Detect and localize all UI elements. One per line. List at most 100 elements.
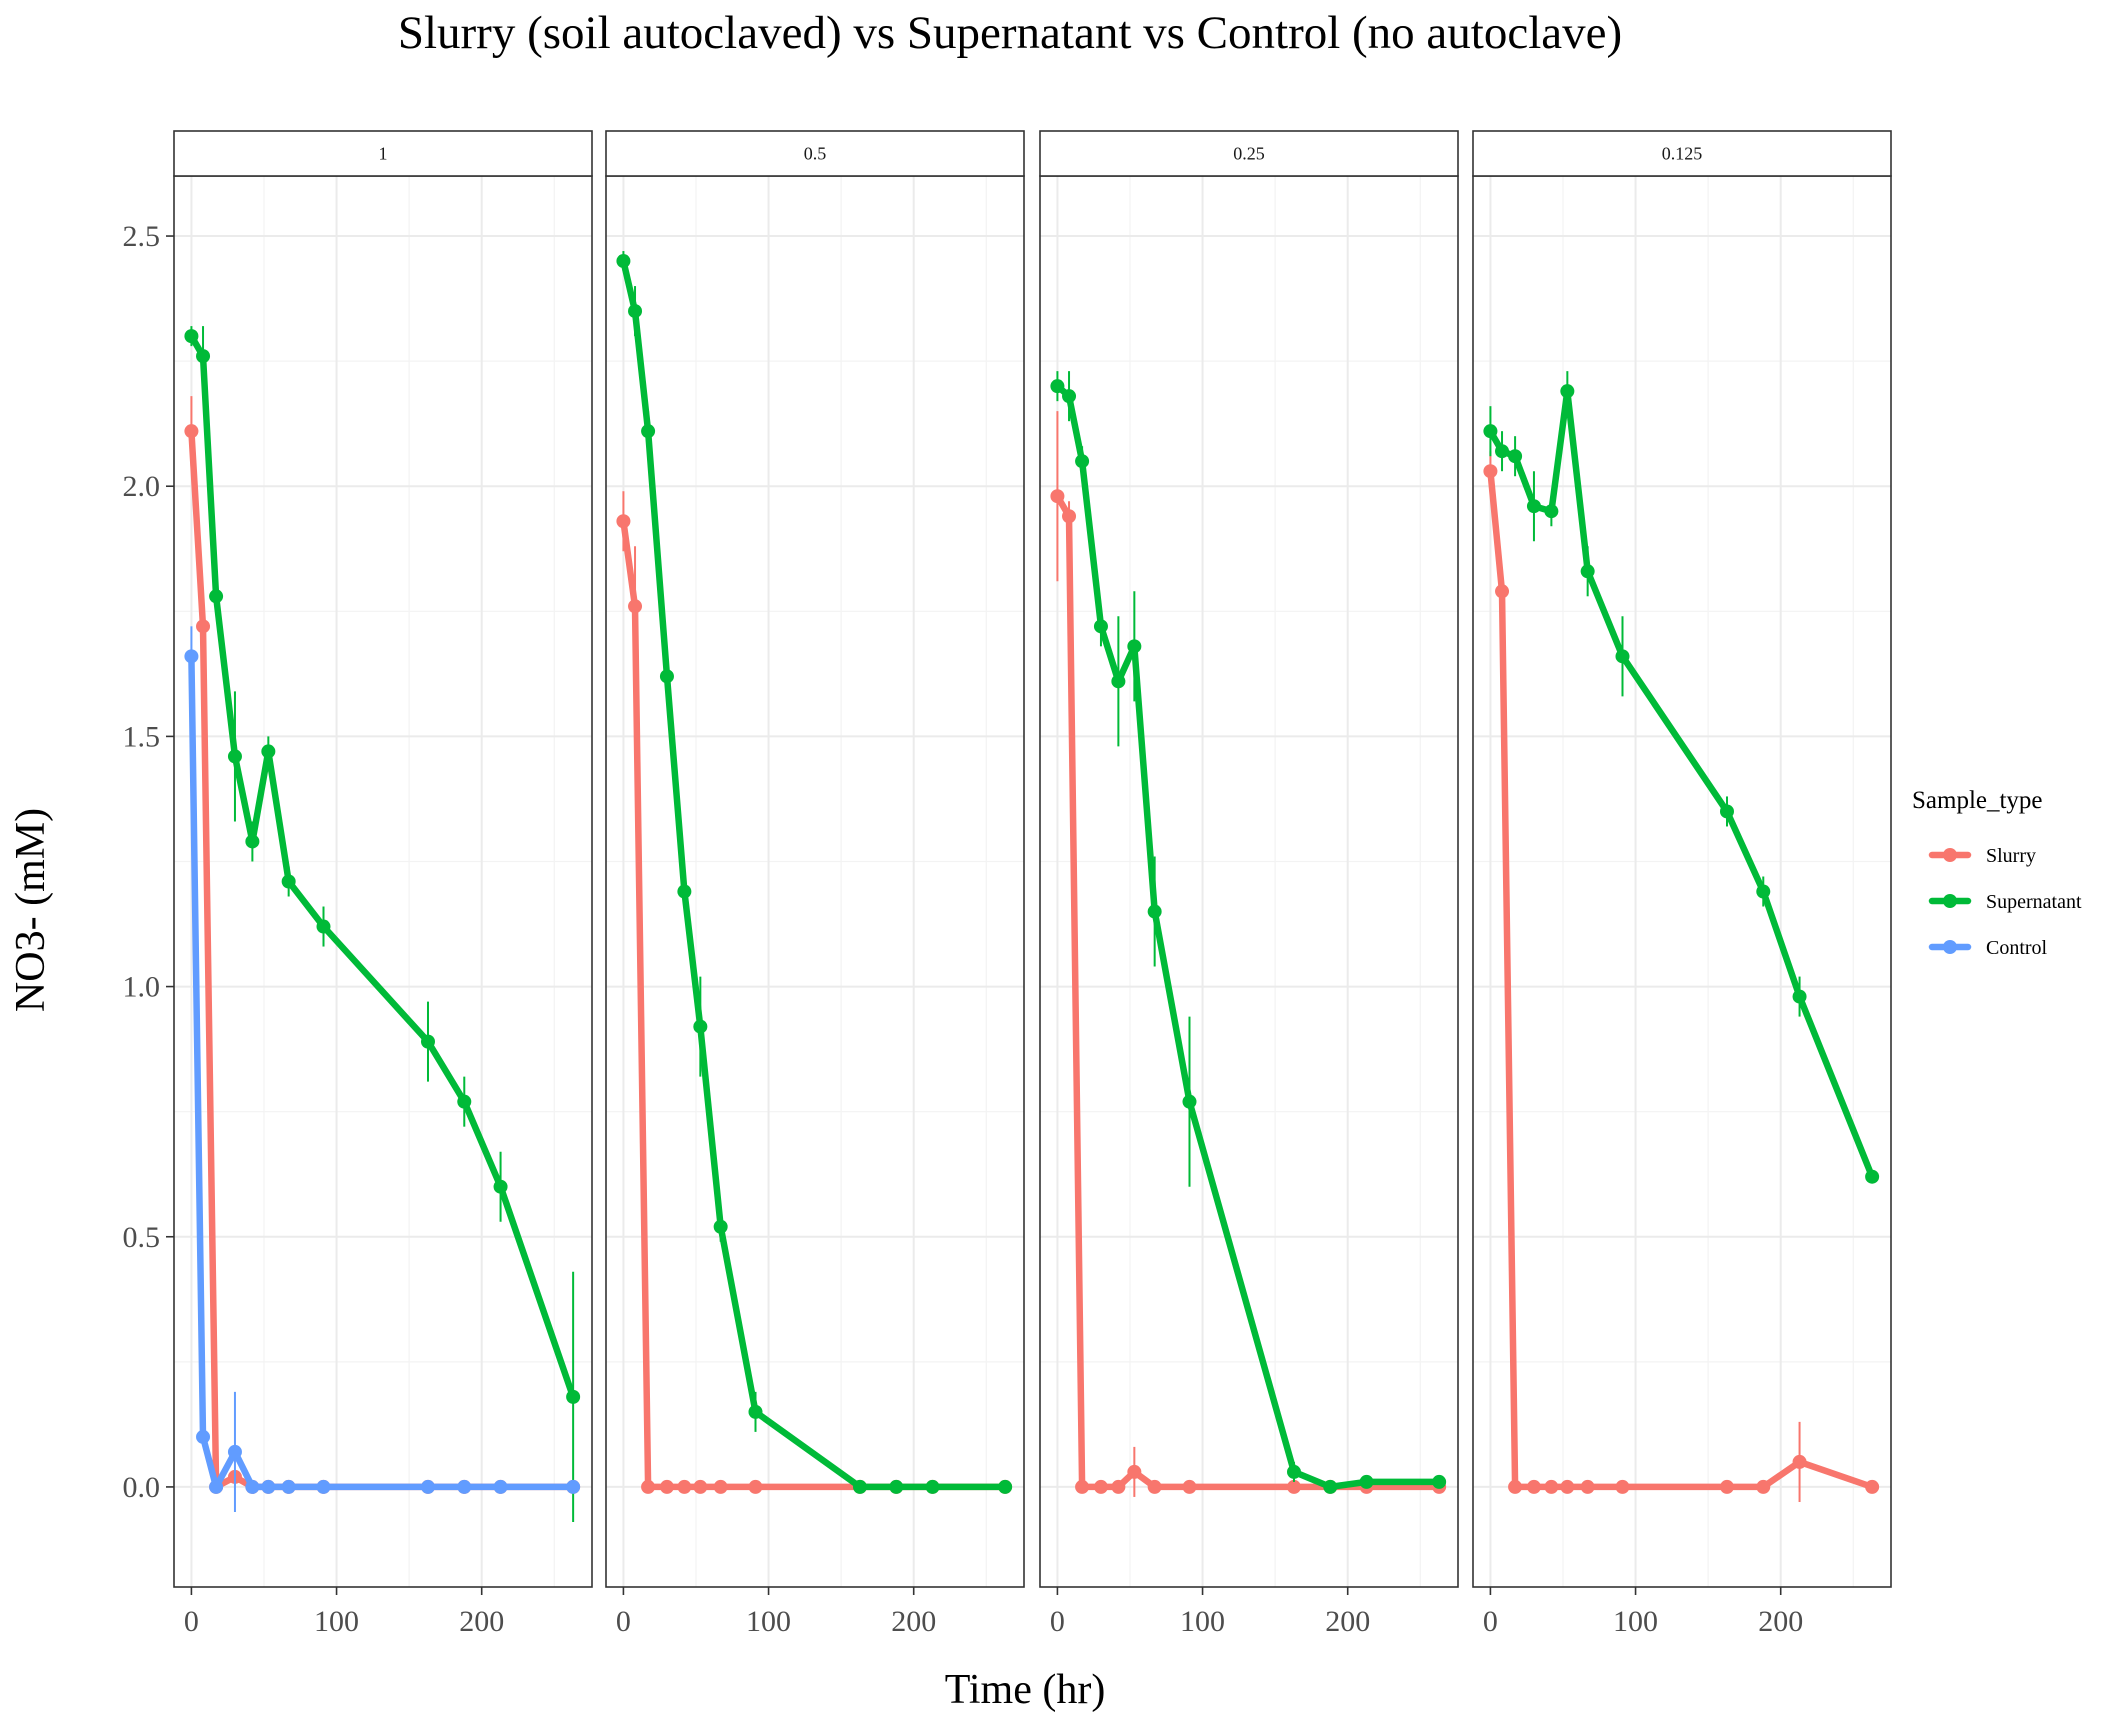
data-point	[566, 1479, 581, 1494]
data-point	[628, 599, 643, 614]
series-slurry	[1483, 451, 1880, 1502]
data-point	[1580, 564, 1595, 579]
y-axis-title: NO3- (mM)	[8, 808, 54, 1012]
data-point	[566, 1389, 581, 1404]
x-tick-label: 0	[1050, 1605, 1065, 1638]
legend-entry-supernatant: Supernatant	[1928, 891, 2082, 913]
data-point	[245, 834, 260, 849]
data-point	[1483, 424, 1498, 439]
data-point	[1495, 584, 1510, 599]
x-tick-label: 200	[459, 1605, 504, 1638]
data-point	[1075, 454, 1090, 469]
data-point	[998, 1479, 1013, 1494]
data-point	[196, 619, 211, 634]
data-point	[420, 1479, 435, 1494]
data-point	[1286, 1464, 1301, 1479]
data-point	[281, 1479, 296, 1494]
data-point	[1093, 619, 1108, 634]
data-point	[1286, 1479, 1301, 1494]
x-tick-label: 100	[1613, 1605, 1658, 1638]
facet-strip-label: 0.5	[804, 144, 827, 164]
y-tick-label: 1.5	[123, 720, 161, 753]
legend-key-point	[1943, 848, 1957, 862]
data-point	[713, 1479, 728, 1494]
data-point	[1719, 1479, 1734, 1494]
data-point	[227, 1444, 242, 1459]
data-point	[1580, 1479, 1595, 1494]
data-point	[196, 349, 211, 364]
data-point	[316, 1479, 331, 1494]
series-supernatant	[1483, 371, 1880, 1184]
facet-strip	[1039, 130, 1459, 177]
legend-title: Sample_type	[1912, 787, 2043, 814]
panel-background	[1040, 176, 1458, 1587]
facet-strip-label: 0.25	[1233, 144, 1265, 164]
data-point	[1865, 1169, 1880, 1184]
data-point	[281, 874, 296, 889]
data-point	[261, 1479, 276, 1494]
data-point	[1127, 639, 1142, 654]
data-point	[1508, 449, 1523, 464]
legend-key-point	[1943, 894, 1957, 908]
series-supernatant	[1050, 371, 1447, 1494]
x-tick-label: 200	[1758, 1605, 1803, 1638]
data-point	[1544, 504, 1559, 519]
series-supernatant	[616, 251, 1013, 1494]
data-point	[1792, 1454, 1807, 1469]
data-point	[493, 1179, 508, 1194]
series-line	[188, 332, 577, 1401]
data-point	[209, 1479, 224, 1494]
legend-key-point	[1943, 940, 1957, 954]
data-point	[641, 424, 656, 439]
data-point	[1093, 1479, 1108, 1494]
data-point	[1483, 464, 1498, 479]
data-point	[748, 1404, 763, 1419]
data-point	[659, 1479, 674, 1494]
data-point	[196, 1429, 211, 1444]
data-point	[184, 649, 199, 664]
data-point	[457, 1479, 472, 1494]
data-point	[1147, 1479, 1162, 1494]
data-point	[1544, 1479, 1559, 1494]
y-tick-label: 0.5	[123, 1221, 161, 1254]
data-point	[1182, 1094, 1197, 1109]
x-axis-title: Time (hr)	[945, 1667, 1106, 1713]
data-point	[852, 1479, 867, 1494]
data-point	[1062, 389, 1077, 404]
data-point	[748, 1479, 763, 1494]
facet-strip	[173, 130, 593, 177]
data-point	[1050, 489, 1065, 504]
data-point	[1147, 904, 1162, 919]
data-point	[457, 1094, 472, 1109]
facet-panel-0.125: 0.125 0 100 200	[1472, 130, 1892, 1638]
data-point	[1560, 1479, 1575, 1494]
data-point	[641, 1479, 656, 1494]
series-control	[184, 626, 581, 1512]
data-point	[1615, 649, 1630, 664]
data-point	[1111, 674, 1126, 689]
data-point	[1756, 884, 1771, 899]
data-point	[493, 1479, 508, 1494]
data-point	[925, 1479, 940, 1494]
data-point	[1615, 1479, 1630, 1494]
y-tick-label: 2.0	[123, 470, 161, 503]
legend: Sample_type Slurry Supernatant Control	[1912, 787, 2082, 959]
data-point	[1495, 444, 1510, 459]
data-point	[628, 304, 643, 319]
data-point	[1127, 1464, 1142, 1479]
facet-panel-0.25: 0.25 0 100 200	[1039, 130, 1459, 1638]
data-point	[227, 749, 242, 764]
y-tick-label: 0.0	[123, 1471, 161, 1504]
legend-label: Supernatant	[1986, 891, 2082, 913]
data-point	[1792, 989, 1807, 1004]
data-point	[1756, 1479, 1771, 1494]
data-point	[261, 744, 276, 759]
facet-panel-1: 1 0 100 200 0.0 0.5 1.0 1.5 2.0 2.5	[123, 130, 593, 1638]
data-point	[677, 884, 692, 899]
facet-strip-label: 0.125	[1662, 144, 1703, 164]
data-point	[1526, 499, 1541, 514]
data-point	[184, 424, 199, 439]
data-point	[677, 1479, 692, 1494]
data-point	[1508, 1479, 1523, 1494]
